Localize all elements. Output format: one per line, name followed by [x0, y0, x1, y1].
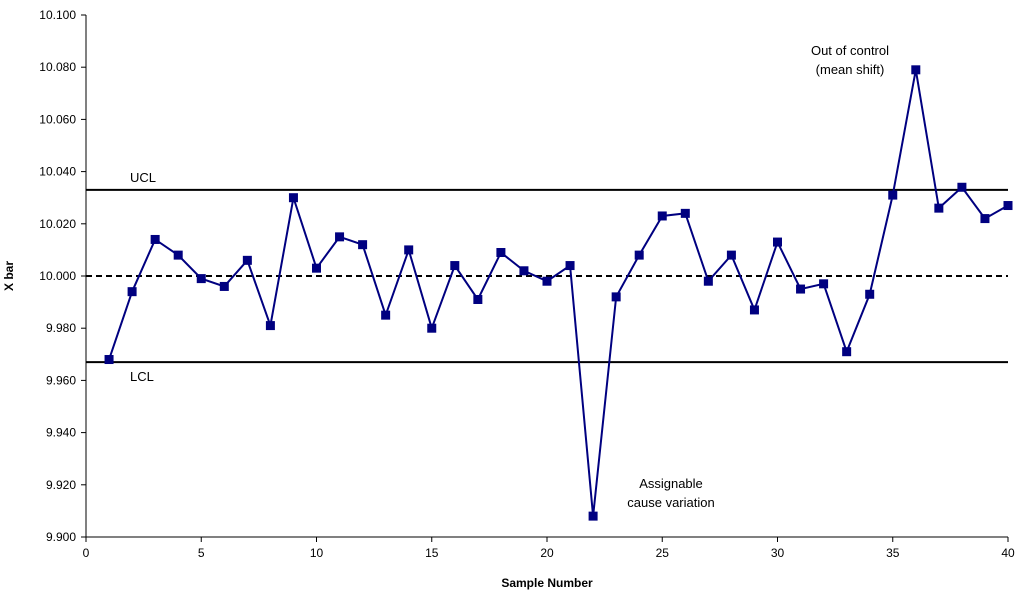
data-point-marker — [726, 250, 736, 260]
data-point-marker — [219, 281, 229, 291]
data-point-marker — [150, 234, 160, 244]
y-tick-label: 10.060 — [39, 112, 76, 126]
data-point-marker — [358, 240, 368, 250]
data-point-marker — [588, 511, 598, 521]
data-point-marker — [749, 305, 759, 315]
data-point-marker — [173, 250, 183, 260]
data-point-marker — [796, 284, 806, 294]
x-tick-label: 0 — [83, 546, 90, 560]
y-tick-label: 10.000 — [39, 269, 76, 283]
data-point-marker — [565, 261, 575, 271]
data-point-marker — [404, 245, 414, 255]
data-point-marker — [335, 232, 345, 242]
data-point-marker — [611, 292, 621, 302]
annotation-out-of-control-line2: (mean shift) — [816, 62, 885, 77]
series-layer — [104, 65, 1013, 521]
control-label-lcl: LCL — [130, 369, 154, 384]
y-tick-label: 9.940 — [46, 426, 76, 440]
data-point-marker — [127, 287, 137, 297]
data-point-marker — [288, 193, 298, 203]
data-point-marker — [104, 355, 114, 365]
data-point-marker — [265, 321, 275, 331]
x-tick-label: 15 — [425, 546, 439, 560]
data-point-marker — [1003, 201, 1013, 211]
x-tick-label: 35 — [886, 546, 900, 560]
data-point-marker — [703, 276, 713, 286]
data-point-marker — [934, 203, 944, 213]
series-line — [108, 69, 1009, 517]
y-axis: 9.900 9.920 9.940 9.960 9.980 10.000 10.020 10.… — [39, 8, 87, 544]
x-axis-title: Sample Number — [501, 576, 593, 590]
data-point-marker — [542, 276, 552, 286]
x-tick-label: 40 — [1001, 546, 1015, 560]
y-tick-label: 10.020 — [39, 217, 76, 231]
data-point-marker — [312, 263, 321, 273]
data-point-marker — [819, 279, 829, 289]
x-tick-label: 20 — [540, 546, 554, 560]
x-tick-label: 30 — [771, 546, 785, 560]
annotation-out-of-control-line1: Out of control — [811, 43, 889, 58]
data-point-marker — [473, 294, 483, 304]
annotation-assignable-line1: Assignable — [639, 476, 703, 491]
y-tick-label: 9.980 — [46, 321, 76, 335]
data-point-marker — [957, 182, 967, 192]
data-point-marker — [865, 289, 875, 299]
y-tick-label: 10.040 — [39, 165, 76, 179]
x-tick-label: 25 — [656, 546, 670, 560]
data-point-marker — [980, 214, 990, 224]
data-point-marker — [842, 347, 852, 357]
data-point-marker — [519, 266, 529, 276]
control-label-ucl: UCL — [130, 170, 156, 185]
data-point-marker — [911, 65, 921, 75]
y-tick-label: 10.100 — [39, 8, 76, 22]
x-axis: 0 5 10 15 20 25 30 35 40 — [83, 536, 1015, 560]
data-point-marker — [381, 310, 391, 320]
x-tick-label: 10 — [310, 546, 324, 560]
y-tick-label: 9.920 — [46, 478, 76, 492]
y-tick-label: 9.960 — [46, 373, 76, 387]
data-point-marker — [888, 190, 898, 200]
data-point-marker — [496, 248, 506, 258]
data-point-marker — [196, 274, 206, 284]
x-tick-label: 5 — [198, 546, 205, 560]
data-point-marker — [634, 250, 644, 260]
data-point-marker — [657, 211, 667, 221]
y-axis-title: X bar — [2, 261, 16, 291]
control-lines — [86, 188, 1008, 364]
data-point-marker — [242, 255, 252, 265]
y-tick-label: 9.900 — [46, 530, 76, 544]
annotation-assignable-line2: cause variation — [627, 495, 714, 510]
data-point-marker — [450, 261, 460, 271]
data-point-marker — [773, 237, 782, 247]
data-point-marker — [427, 323, 437, 333]
y-tick-label: 10.080 — [39, 60, 76, 74]
data-point-marker — [680, 208, 690, 218]
